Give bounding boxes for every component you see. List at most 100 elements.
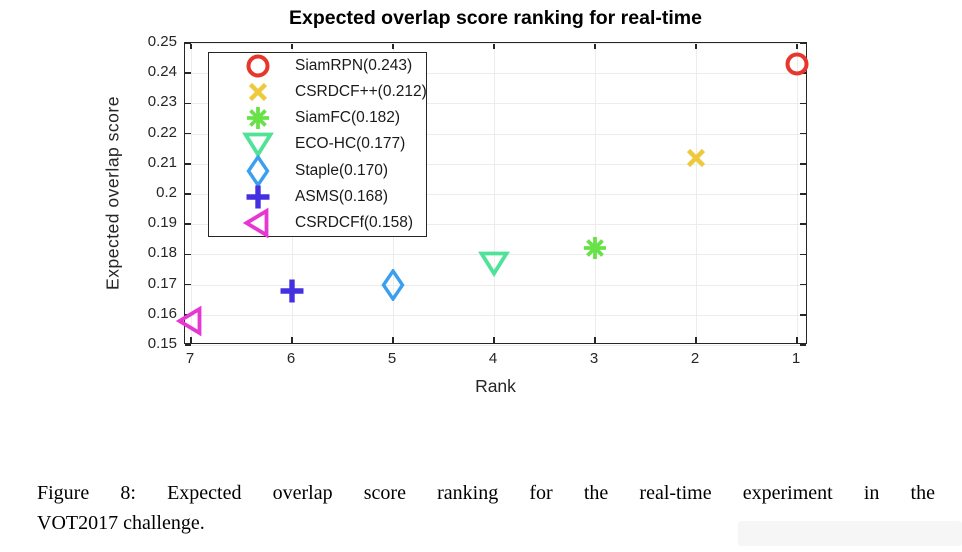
x-gridline xyxy=(595,43,596,343)
legend-item-csrdcff: CSRDCFf(0.158) xyxy=(209,207,426,239)
y-axis-tick xyxy=(185,132,191,135)
x-tick-label: 6 xyxy=(286,350,296,367)
y-tick-label: 0.23 xyxy=(147,93,177,111)
marker-csrdcff xyxy=(175,305,207,337)
y-gridline xyxy=(185,314,806,316)
y-axis-tick xyxy=(185,253,191,256)
y-axis-tick xyxy=(185,163,191,165)
x-axis-tick xyxy=(594,337,596,343)
diamond-marker-icon xyxy=(246,154,270,187)
y-axis-tick xyxy=(800,102,806,105)
y-tick-label: 0.21 xyxy=(147,153,177,171)
x-axis-tick xyxy=(493,43,495,49)
x-tick-label: 3 xyxy=(589,350,599,367)
x-axis-label: Rank xyxy=(475,376,516,396)
marker-siamfc xyxy=(579,232,611,264)
y-tick-label: 0.19 xyxy=(147,214,177,232)
legend-item-label: CSRDCF++(0.212) xyxy=(295,83,427,101)
y-axis-tick xyxy=(185,193,191,195)
x-axis-tick xyxy=(796,337,798,343)
x-tick-label: 1 xyxy=(791,350,801,367)
x-marker-icon xyxy=(248,83,268,102)
x-tick-label: 2 xyxy=(690,350,700,367)
x-axis-tick xyxy=(796,43,798,49)
y-axis-tick xyxy=(800,283,806,286)
x-gridline xyxy=(494,43,495,343)
y-axis-tick xyxy=(185,42,191,44)
y-gridline xyxy=(185,224,806,226)
y-axis-tick xyxy=(800,42,806,44)
y-gridline xyxy=(185,103,806,105)
figure-caption-line1: Figure 8: Expected overlap score ranking… xyxy=(37,482,935,504)
legend-item-asms: ASMS(0.168) xyxy=(209,185,426,209)
plus-marker-icon xyxy=(280,279,304,303)
y-axis-tick xyxy=(185,344,191,346)
y-axis-tick xyxy=(800,193,806,195)
y-gridline xyxy=(185,73,806,75)
y-axis-tick xyxy=(185,72,191,74)
x-axis-tick xyxy=(493,337,495,343)
x-marker-icon xyxy=(686,148,706,167)
x-tick-label: 4 xyxy=(488,350,498,367)
legend-item-ecohc: ECO-HC(0.177) xyxy=(209,132,426,159)
x-axis-tick xyxy=(392,43,394,49)
y-tick-label: 0.15 xyxy=(147,335,177,352)
x-axis-tick xyxy=(594,43,596,49)
figure-caption-line2: VOT2017 challenge. xyxy=(37,512,205,534)
chart-title: Expected overlap score ranking for real-… xyxy=(289,7,702,29)
y-axis-tick xyxy=(800,223,806,225)
x-axis-tick xyxy=(291,43,293,49)
y-axis-tick xyxy=(800,163,806,165)
circle-marker-icon xyxy=(246,54,270,78)
x-gridline xyxy=(191,43,192,343)
y-axis-tick xyxy=(185,283,191,286)
figure-caption: Figure 8: Expected overlap score ranking… xyxy=(37,478,935,538)
y-tick-label: 0.22 xyxy=(147,123,177,141)
y-tick-label: 0.25 xyxy=(147,33,177,50)
y-tick-label: 0.18 xyxy=(147,244,177,262)
highlight-artifact xyxy=(738,521,962,546)
legend-item-label: SiamRPN(0.243) xyxy=(295,57,413,75)
y-gridline xyxy=(185,194,806,195)
x-tick-label: 7 xyxy=(185,350,195,367)
x-axis-tick xyxy=(695,337,697,343)
legend-item-label: ASMS(0.168) xyxy=(295,187,389,205)
x-axis-tick xyxy=(291,337,293,343)
x-axis-tick xyxy=(190,337,192,343)
y-tick-label: 0.2 xyxy=(156,184,177,201)
x-axis-tick xyxy=(392,337,394,343)
x-tick-label: 5 xyxy=(387,350,397,367)
plus-marker-icon xyxy=(246,185,270,209)
y-tick-label: 0.24 xyxy=(147,63,177,81)
y-gridline xyxy=(185,284,806,286)
x-axis-tick xyxy=(190,43,192,49)
y-axis-tick xyxy=(800,132,806,135)
legend-item-siamrpn: SiamRPN(0.243) xyxy=(209,54,426,78)
legend-item-label: SiamFC(0.182) xyxy=(295,109,401,127)
legend-item-csrdcf: CSRDCF++(0.212) xyxy=(209,80,427,104)
triangle-down-marker-icon xyxy=(242,133,274,159)
y-gridline xyxy=(185,345,806,346)
x-gridline xyxy=(696,43,697,343)
asterisk-marker-icon xyxy=(247,107,269,130)
triangle-left-marker-icon xyxy=(242,207,269,239)
circle-marker-icon xyxy=(785,52,809,76)
y-axis-tick xyxy=(185,102,191,105)
y-axis-tick xyxy=(800,344,806,346)
legend-item-label: Staple(0.170) xyxy=(295,161,389,179)
y-tick-label: 0.17 xyxy=(147,274,177,292)
y-axis-tick xyxy=(185,223,191,225)
legend-item-label: CSRDCFf(0.158) xyxy=(295,213,413,231)
marker-csrdcf xyxy=(680,142,712,174)
marker-asms xyxy=(276,275,308,307)
marker-siamrpn xyxy=(781,48,813,80)
legend-item-label: ECO-HC(0.177) xyxy=(295,135,406,153)
triangle-left-marker-icon xyxy=(175,305,202,337)
x-gridline xyxy=(797,43,798,343)
asterisk-marker-icon xyxy=(584,237,606,260)
y-axis-tick xyxy=(800,314,806,316)
y-gridline xyxy=(185,163,806,165)
legend-item-siamfc: SiamFC(0.182) xyxy=(209,106,426,130)
y-gridline xyxy=(185,133,806,135)
